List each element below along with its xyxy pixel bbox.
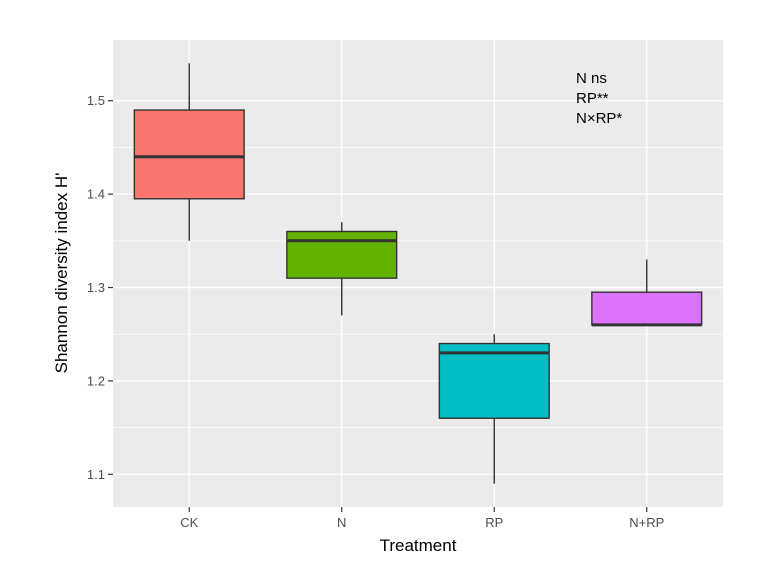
box-ck [133,63,245,241]
x-axis-title: Treatment [380,536,457,555]
box-iqr [286,230,398,279]
box-n [286,222,398,316]
y-tick-label: 1.5 [87,93,105,108]
annotation-text: N ns [576,70,607,87]
box-iqr [591,291,703,326]
x-tick-label: N [337,515,346,530]
x-tick-label: RP [485,515,503,530]
y-tick-label: 1.1 [87,467,105,482]
box-rp [438,334,550,484]
box-iqr [133,109,245,200]
annotation-text: N×RP* [576,110,622,127]
annotation-text: RP** [576,90,609,107]
x-tick-label: CK [180,515,198,530]
x-tick-label: N+RP [629,515,664,530]
box-n-rp [591,259,703,327]
box-iqr [438,342,550,419]
boxes [133,63,703,484]
x-axis-ticks: CK N RP N+RP [180,507,664,530]
annotations: N ns RP** N×RP* [576,70,622,127]
y-tick-label: 1.3 [87,280,105,295]
y-tick-label: 1.2 [87,373,105,388]
y-tick-label: 1.4 [87,187,105,202]
y-axis-ticks: 1.1 1.2 1.3 1.4 1.5 [87,93,113,482]
y-axis-title: Shannon diversity index H' [52,173,71,374]
